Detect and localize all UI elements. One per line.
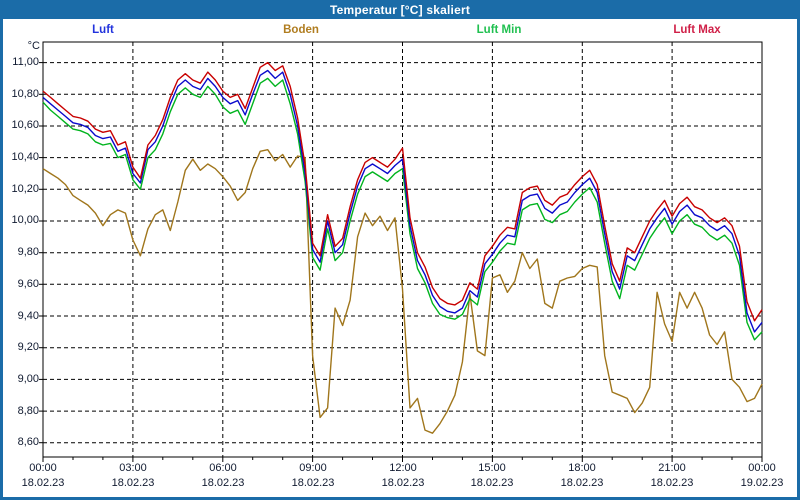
x-tick-time-label: 18:00 — [568, 462, 596, 474]
plot-border — [42, 41, 763, 458]
x-tick-time-label: 00:00 — [748, 462, 776, 474]
x-tick-date-label: 18.02.23 — [291, 477, 335, 489]
y-tick-label: 9,80 — [17, 246, 39, 258]
x-tick-date-label: 18.02.23 — [21, 477, 65, 489]
x-tick-time-label: 09:00 — [299, 462, 327, 474]
x-tick-time-label: 00:00 — [29, 462, 57, 474]
title-bar[interactable]: Temperatur [°C] skaliert — [0, 0, 800, 19]
y-tick-label: 10,60 — [11, 119, 39, 131]
y-tick-label: 10,40 — [11, 151, 39, 163]
y-tick-label: 9,00 — [17, 373, 39, 385]
x-tick-date-label: 18.02.23 — [650, 477, 694, 489]
series-line-luft-min — [42, 77, 763, 341]
x-tick-time-label: 15:00 — [478, 462, 506, 474]
x-tick-date-label: 18.02.23 — [111, 477, 155, 489]
x-tick-date-label: 18.02.23 — [470, 477, 514, 489]
series-line-luft — [42, 69, 763, 333]
y-tick-label: 10,00 — [11, 214, 39, 226]
legend-item-boden: Boden — [283, 23, 319, 36]
x-tick-time-label: 03:00 — [119, 462, 147, 474]
series-line-luft-max — [42, 61, 763, 322]
legend: Luft Boden Luft Min Luft Max — [4, 21, 796, 38]
x-tick-date-label: 18.02.23 — [381, 477, 425, 489]
series-line-boden — [42, 148, 763, 434]
x-tick-date-label: 18.02.23 — [560, 477, 604, 489]
legend-item-luft: Luft — [92, 23, 114, 36]
x-tick-time-label: 12:00 — [389, 462, 417, 474]
y-tick-label: 9,60 — [17, 278, 39, 290]
x-tick-date-label: 18.02.23 — [201, 477, 245, 489]
x-tick-time-label: 06:00 — [209, 462, 237, 474]
y-tick-label: 10,20 — [11, 183, 39, 195]
y-tick-label: 9,20 — [17, 341, 39, 353]
x-tick-time-label: 21:00 — [658, 462, 686, 474]
x-tick-date-label: 19.02.23 — [740, 477, 784, 489]
window-title: Temperatur [°C] skaliert — [329, 2, 471, 17]
y-axis-unit-label: °C — [27, 40, 40, 52]
y-tick-label: 8,80 — [17, 405, 39, 417]
y-tick-label: 9,40 — [17, 310, 39, 322]
y-tick-label: 11,00 — [12, 56, 39, 68]
legend-item-luft-max: Luft Max — [673, 23, 721, 36]
legend-item-luft-min: Luft Min — [476, 23, 522, 36]
y-tick-label: 10,80 — [11, 88, 39, 100]
y-tick-label: 8,60 — [17, 436, 39, 448]
